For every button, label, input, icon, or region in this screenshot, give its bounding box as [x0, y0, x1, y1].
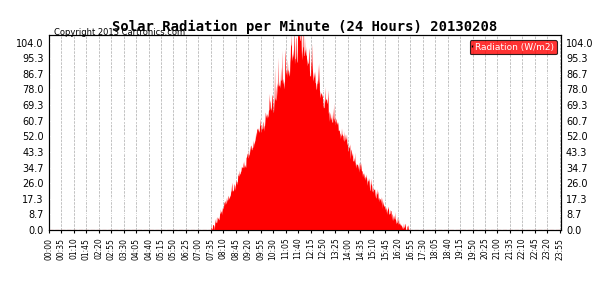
Text: Copyright 2013 Cartronics.com: Copyright 2013 Cartronics.com — [54, 28, 185, 37]
Legend: Radiation (W/m2): Radiation (W/m2) — [470, 40, 557, 54]
Title: Solar Radiation per Minute (24 Hours) 20130208: Solar Radiation per Minute (24 Hours) 20… — [112, 20, 498, 34]
